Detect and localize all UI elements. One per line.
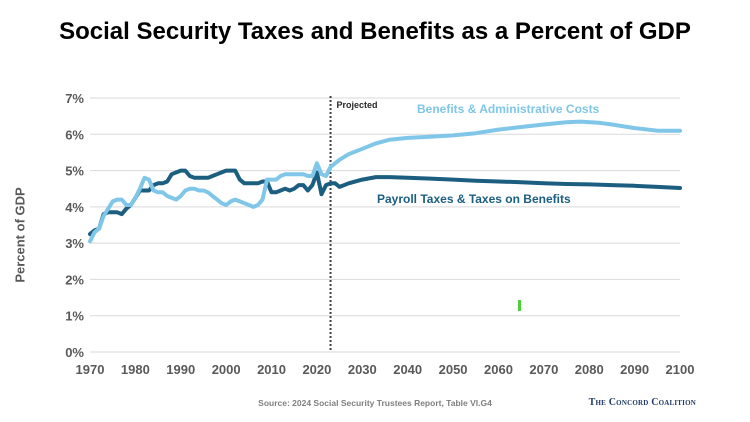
brand-logo-text: The Concord Coalition [588, 397, 696, 408]
x-tick-label: 2090 [620, 362, 649, 377]
y-tick-label: 4% [65, 200, 84, 215]
x-tick-label: 2070 [529, 362, 558, 377]
x-tick-label: 1980 [121, 362, 150, 377]
x-tick-label: 2020 [302, 362, 331, 377]
y-tick-label: 3% [65, 236, 84, 251]
y-tick-label: 5% [65, 164, 84, 179]
y-axis-ticks: 0% 1% 2% 3% 4% 5% 6% 7% [65, 91, 84, 360]
page-title: Social Security Taxes and Benefits as a … [59, 18, 691, 45]
x-tick-label: 2000 [212, 362, 241, 377]
y-tick-label: 1% [65, 309, 84, 324]
x-tick-label: 1970 [76, 362, 105, 377]
x-tick-label: 2080 [575, 362, 604, 377]
benefits-series-label: Benefits & Administrative Costs [417, 102, 600, 116]
x-tick-label: 2050 [439, 362, 468, 377]
series-lines [88, 119, 682, 244]
y-tick-label: 6% [65, 127, 84, 142]
x-tick-label: 2060 [484, 362, 513, 377]
stray-green-mark [518, 300, 521, 311]
projected-label: Projected [337, 100, 378, 110]
taxes-series-line [88, 168, 682, 237]
x-tick-label: 2030 [348, 362, 377, 377]
x-tick-label: 2010 [257, 362, 286, 377]
source-note: Source: 2024 Social Security Trustees Re… [258, 398, 492, 408]
y-tick-label: 2% [65, 272, 84, 287]
gridlines [90, 97, 680, 353]
x-axis-ticks: 1970 1980 1990 2000 2010 2020 2030 2040 2050 2060… [76, 362, 695, 377]
x-tick-label: 2100 [666, 362, 695, 377]
y-tick-label: 0% [65, 345, 84, 360]
x-tick-label: 1990 [166, 362, 195, 377]
benefits-series-line [88, 119, 682, 244]
taxes-series-label: Payroll Taxes & Taxes on Benefits [377, 192, 571, 206]
y-tick-label: 7% [65, 91, 84, 106]
x-tick-label: 2040 [393, 362, 422, 377]
